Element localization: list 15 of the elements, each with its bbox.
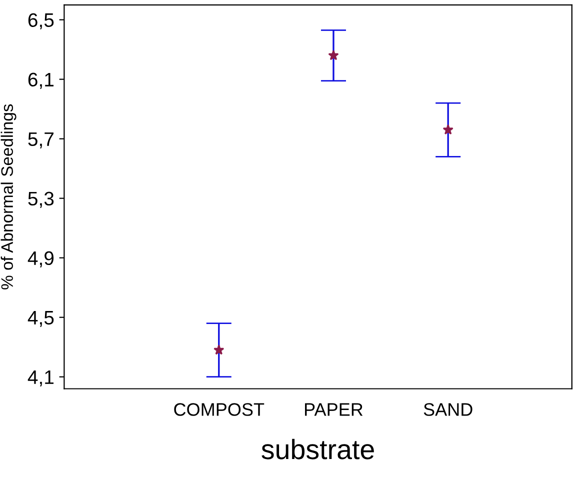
x-tick-label: PAPER: [305, 403, 363, 416]
y-tick-label: 4,9: [28, 251, 54, 268]
y-tick-label: 4,1: [28, 370, 54, 386]
point: [442, 124, 454, 134]
y-tick-label: 5,3: [28, 192, 54, 208]
y-axis-title: % of Abnormal Seedlings: [0, 104, 16, 290]
y-tick-label: 6,5: [28, 13, 54, 30]
y-tick-label: 5,7: [28, 132, 54, 148]
point: [328, 50, 339, 60]
x-tick-label: SAND: [424, 403, 472, 416]
x-tick-label: COMPOST: [174, 403, 264, 416]
y-tick-label: 4,5: [28, 311, 54, 327]
x-axis-title: substrate: [262, 438, 374, 460]
y-tick-label: 6,1: [28, 72, 54, 89]
point: [214, 344, 224, 355]
